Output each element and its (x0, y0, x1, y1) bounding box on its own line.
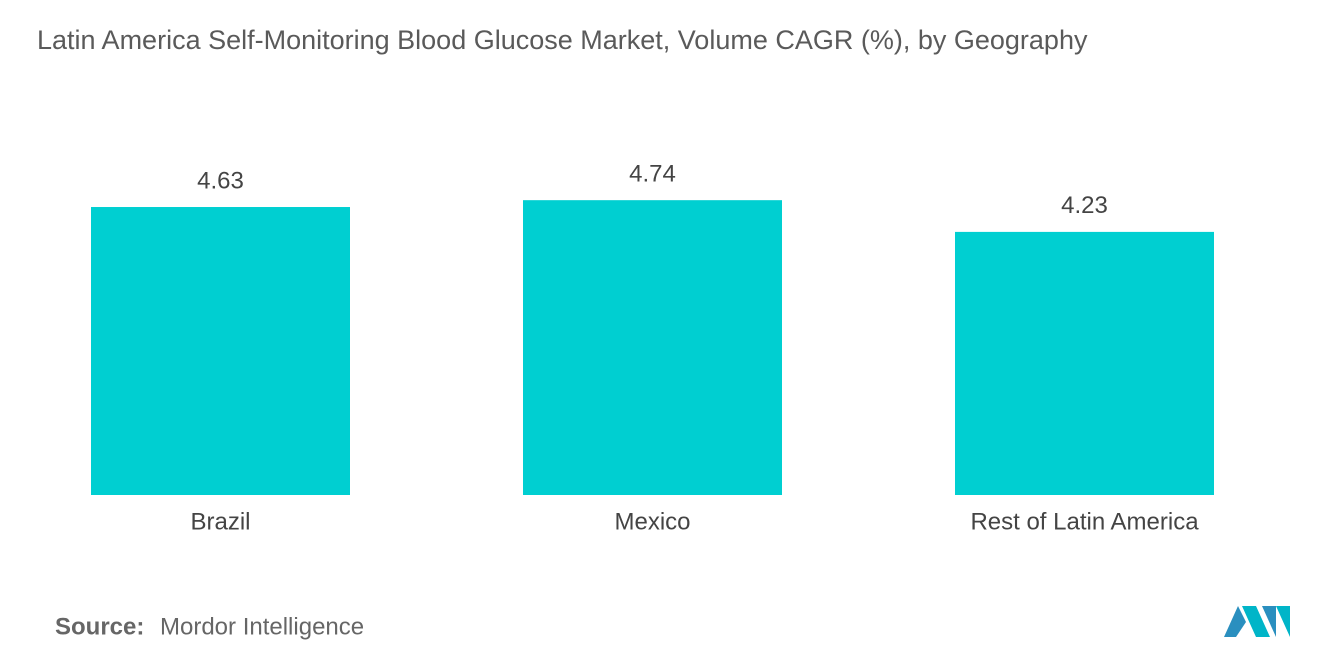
x-tick-label: Rest of Latin America (970, 508, 1199, 535)
x-tick-label: Mexico (614, 508, 690, 535)
value-label: 4.23 (1061, 192, 1108, 219)
logo (1224, 606, 1290, 637)
chart-title: Latin America Self-Monitoring Blood Gluc… (37, 25, 1088, 55)
bar (523, 200, 782, 495)
source-label: Source: (55, 613, 144, 640)
bar (955, 231, 1214, 496)
x-tick-label: Brazil (190, 508, 250, 535)
source: Mordor Intelligence (160, 613, 364, 640)
bar (91, 207, 350, 495)
value-label: 4.63 (197, 167, 244, 194)
value-label: 4.74 (629, 161, 676, 188)
